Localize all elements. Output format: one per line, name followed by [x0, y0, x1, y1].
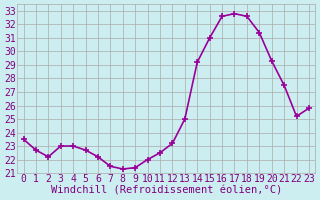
- X-axis label: Windchill (Refroidissement éolien,°C): Windchill (Refroidissement éolien,°C): [51, 186, 282, 196]
